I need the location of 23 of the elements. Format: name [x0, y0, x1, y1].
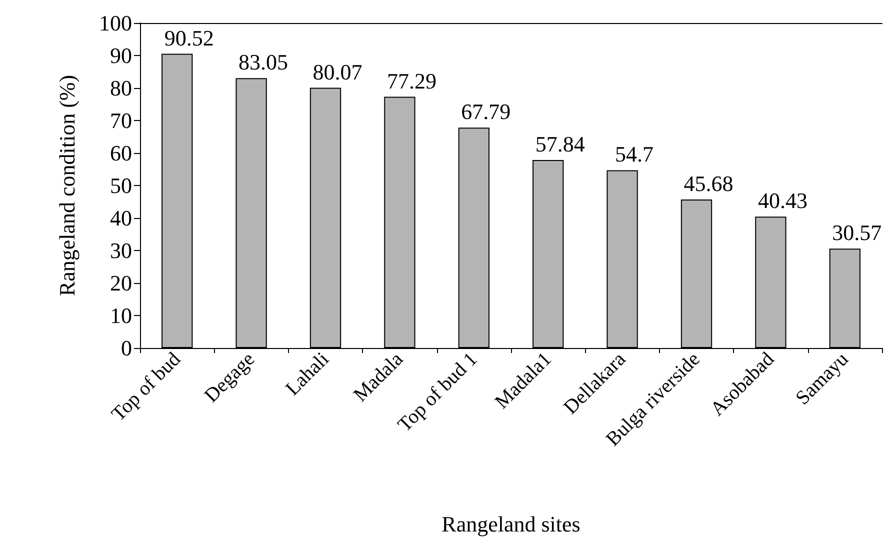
y-tick-label: 50 — [110, 173, 132, 198]
data-label: 67.79 — [461, 99, 511, 124]
y-axis-title: Rangeland condition (%) — [54, 74, 80, 296]
data-label: 40.43 — [758, 188, 808, 214]
data-label: 90.52 — [164, 25, 214, 50]
y-tick-label: 30 — [110, 238, 132, 263]
y-tick-label: 100 — [99, 10, 132, 36]
x-axis-title: Rangeland sites — [442, 512, 580, 536]
data-label: 30.57 — [832, 220, 882, 246]
y-tick-label: 20 — [110, 270, 132, 296]
data-label: 77.29 — [386, 68, 436, 94]
data-label: 45.68 — [684, 171, 734, 196]
y-tick-label: 90 — [110, 43, 132, 68]
y-tick-label: 70 — [110, 108, 132, 133]
data-label: 83.05 — [238, 50, 288, 75]
y-tick-label: 40 — [110, 206, 132, 230]
y-tick-label: 80 — [110, 76, 132, 100]
data-label: 80.07 — [312, 59, 362, 84]
data-label: 57.84 — [535, 132, 585, 157]
y-tick-label: 60 — [110, 140, 132, 166]
y-tick-label: 0 — [121, 336, 132, 360]
data-label: 54.7 — [615, 142, 654, 167]
y-tick-label: 10 — [110, 303, 132, 328]
